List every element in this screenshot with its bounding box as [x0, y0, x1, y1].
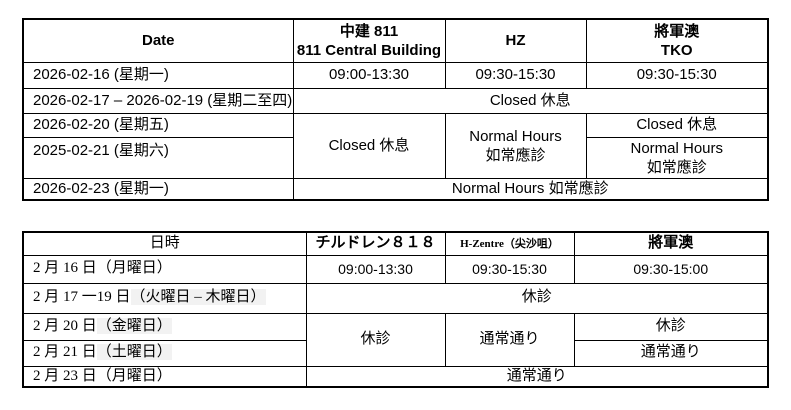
table1-feb23-status-all: Normal Hours 如常應診: [292, 177, 769, 201]
table1-feb20-date: 2026-02-20 (星期五): [22, 112, 294, 138]
table1-feb21-tko-status: Normal Hours 如常應診: [585, 136, 769, 179]
table1-row-feb20: 2026-02-20 (星期五) Closed 休息 Normal Hours …: [22, 112, 769, 179]
table2-feb23-status-all: 通常通り: [305, 365, 769, 388]
table1-header-central-building: 中建 811 811 Central Building: [292, 18, 446, 63]
table1-feb23-date: 2026-02-23 (星期一): [22, 177, 294, 201]
table2-feb20-date-prefix: 2 月 20 日: [33, 317, 97, 334]
table2-feb16-date: 2 月 16 日（月曜日）: [22, 254, 307, 284]
table2-row-feb16: 2 月 16 日（月曜日） 09:00-13:30 09:30-15:30 09…: [22, 254, 769, 284]
table1-feb21-tko-line2: 如常應診: [646, 158, 707, 176]
table1-feb20-21-central-status: Closed 休息: [292, 112, 446, 179]
table1-feb21-tko-line1: Normal Hours: [630, 139, 724, 157]
table2-header-row: 日時 チルドレン８１８ H-Zentre（尖沙咀） 將軍澳: [22, 231, 769, 256]
table1-feb20-tko-status: Closed 休息: [585, 112, 769, 138]
table2-feb20-tko-status: 休診: [573, 312, 769, 341]
table1-header-date: Date: [22, 18, 294, 63]
table1-feb21-date: 2025-02-21 (星期六): [22, 136, 294, 179]
table1-feb17-19-status-all: Closed 休息: [292, 87, 769, 114]
table1-row-feb16: 2026-02-16 (星期一) 09:00-13:30 09:30-15:30…: [22, 61, 769, 89]
table2-feb21-date-weekday: （土曜日）: [96, 344, 172, 361]
table1-header-central-line1: 中建 811: [339, 22, 399, 40]
table2-feb20-21-children-status: 休診: [305, 312, 446, 367]
table1-row-feb23: 2026-02-23 (星期一) Normal Hours 如常應診: [22, 177, 769, 201]
table2-feb16-tko-hours: 09:30-15:00: [573, 254, 769, 284]
table2-feb20-21-hzentre-status: 通常通り: [444, 312, 575, 367]
table2-feb21-date: 2 月 21 日（土曜日）: [22, 339, 307, 367]
table2-row-feb21: 2 月 21 日（土曜日） 通常通り: [22, 339, 769, 367]
table2-feb23-date: 2 月 23 日（月曜日）: [22, 365, 307, 388]
table2-feb17-19-date-prefix: 2 月 17 一19 日: [33, 289, 131, 306]
table1-feb16-date: 2026-02-16 (星期一): [22, 61, 294, 89]
table1-feb16-tko-hours: 09:30-15:30: [585, 61, 769, 89]
table1-feb16-central-hours: 09:00-13:30: [292, 61, 446, 89]
table1-header-hz: HZ: [444, 18, 587, 63]
table1-feb16-hz-hours: 09:30-15:30: [444, 61, 587, 89]
table2-feb21-date-prefix: 2 月 21 日: [33, 344, 97, 361]
table2-row-feb23: 2 月 23 日（月曜日） 通常通り: [22, 365, 769, 388]
table2-row-feb20: 2 月 20 日（金曜日） 休診 通常通り 休診: [22, 312, 769, 367]
table2-header-date: 日時: [22, 231, 307, 256]
table2-feb20-date-weekday: （金曜日）: [96, 317, 172, 334]
table1-feb20-21-hz-line2: 如常應診: [485, 146, 546, 164]
table1-row-feb17-19: 2026-02-17 – 2026-02-19 (星期二至四) Closed 休…: [22, 87, 769, 114]
clinic-hours-table-chinese-english: Date 中建 811 811 Central Building HZ 將軍澳 …: [22, 18, 769, 201]
table1-header-tko-line1: 將軍澳: [654, 22, 700, 40]
table2-header-tko: 將軍澳: [573, 231, 769, 256]
table2-feb20-date: 2 月 20 日（金曜日）: [22, 312, 307, 341]
table1-header-central-line2: 811 Central Building: [296, 41, 442, 59]
table1-row-feb21: 2025-02-21 (星期六) Normal Hours 如常應診: [22, 136, 769, 179]
table2-header-hzentre: H-Zentre（尖沙咀）: [444, 231, 575, 256]
table1-feb20-21-hz-status: Normal Hours 如常應診: [444, 112, 587, 179]
table2-row-feb17-19: 2 月 17 一19 日（火曜日 – 木曜日） 休診: [22, 282, 769, 314]
table2-feb17-19-status-all: 休診: [305, 282, 769, 314]
table2-feb16-hzentre-hours: 09:30-15:30: [444, 254, 575, 284]
table2-header-children818: チルドレン８１８: [305, 231, 446, 256]
table2-feb17-19-date: 2 月 17 一19 日（火曜日 – 木曜日）: [22, 282, 307, 314]
table1-feb17-19-date: 2026-02-17 – 2026-02-19 (星期二至四): [22, 87, 294, 114]
table2-feb16-children-hours: 09:00-13:30: [305, 254, 446, 284]
table2-feb17-19-date-weekday: （火曜日 – 木曜日）: [130, 289, 266, 306]
table2-feb21-tko-status: 通常通り: [573, 339, 769, 367]
table1-header-tko-line2: TKO: [660, 41, 693, 59]
table1-feb20-21-hz-line1: Normal Hours: [469, 127, 562, 145]
clinic-hours-table-japanese: 日時 チルドレン８１８ H-Zentre（尖沙咀） 將軍澳 2 月 16 日（月…: [22, 231, 769, 388]
table1-header-tko: 將軍澳 TKO: [585, 18, 769, 63]
table1-header-row: Date 中建 811 811 Central Building HZ 將軍澳 …: [22, 18, 769, 63]
